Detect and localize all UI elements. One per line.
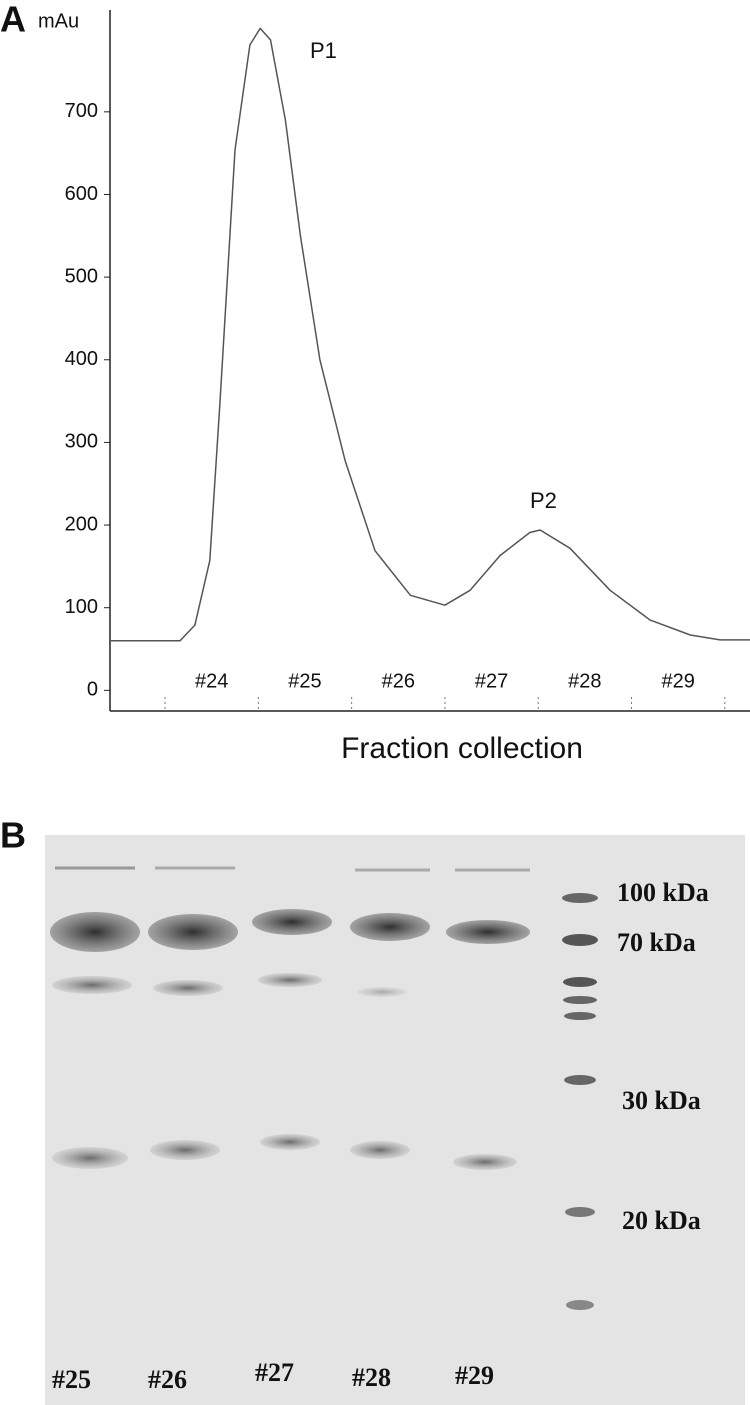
- y-tick-label: 0: [87, 679, 98, 701]
- marker-label: 20 kDa: [622, 1206, 701, 1235]
- panel-label: B: [0, 815, 26, 856]
- marker-label: 70 kDa: [617, 928, 696, 957]
- lane-label: #28: [352, 1363, 391, 1392]
- y-tick-label: 300: [65, 431, 98, 453]
- lane-label: #29: [455, 1361, 494, 1390]
- lane-label: #25: [52, 1365, 91, 1394]
- x-axis-title: Fraction collection: [341, 732, 583, 765]
- x-category-label: #26: [382, 670, 415, 692]
- lane-label: #26: [148, 1365, 187, 1394]
- marker-label: 100 kDa: [617, 878, 709, 907]
- bands: [50, 866, 598, 1310]
- y-tick-label: 200: [65, 513, 98, 535]
- x-category-label: #24: [195, 670, 228, 692]
- panel-label: A: [0, 0, 26, 40]
- y-tick-label: 600: [65, 183, 98, 205]
- x-category-label: #27: [475, 670, 508, 692]
- y-tick-label: 400: [65, 348, 98, 370]
- annotation: P1: [310, 38, 337, 63]
- gel: B: [0, 815, 745, 1405]
- y-tick-label: 500: [65, 265, 98, 287]
- x-category-label: #28: [568, 670, 601, 692]
- y-tick-label: 700: [65, 100, 98, 122]
- y-unit: mAu: [38, 10, 79, 32]
- marker-label: 30 kDa: [622, 1086, 701, 1115]
- lane-label: #27: [255, 1358, 294, 1387]
- x-category-label: #29: [661, 670, 694, 692]
- annotation: P2: [530, 488, 557, 513]
- x-category-label: #25: [288, 670, 321, 692]
- y-tick-label: 100: [65, 596, 98, 618]
- line-series: [110, 27, 750, 642]
